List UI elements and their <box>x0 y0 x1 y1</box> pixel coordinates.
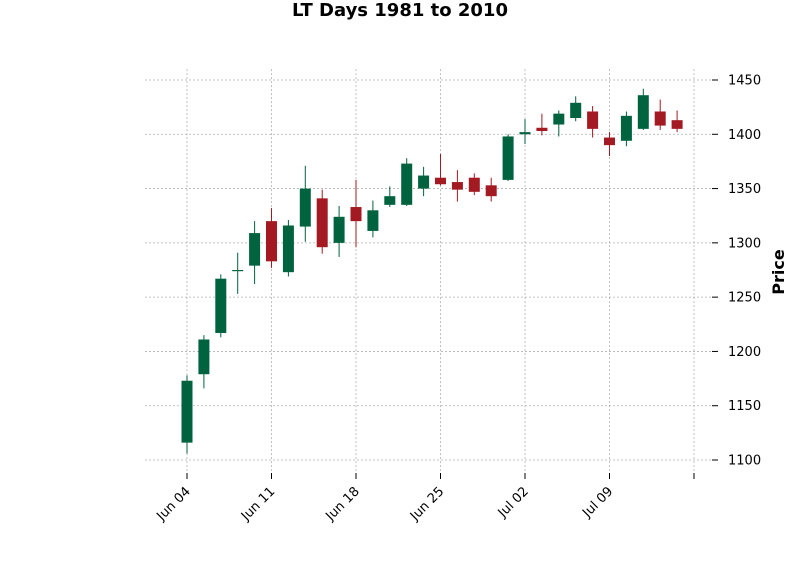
x-tick-label: Jun 11 <box>238 484 278 524</box>
x-tick-label: Jun 18 <box>323 484 363 524</box>
candle-body-up <box>502 136 514 180</box>
candle-body-up <box>249 233 261 266</box>
candle-body-up <box>620 115 632 141</box>
candle-body-up <box>553 113 565 125</box>
candle-body-down <box>604 137 615 146</box>
candle-body-up <box>181 380 193 443</box>
candle-body-up <box>198 339 210 375</box>
candle-body-down <box>316 198 328 248</box>
candle-body-up <box>637 95 649 129</box>
candle-body-down <box>587 111 599 129</box>
grid-layer <box>145 69 712 471</box>
candle-body-up <box>299 188 311 227</box>
candle-body-down <box>671 120 683 129</box>
candle-body-down <box>654 111 666 126</box>
x-tick-label: Jun 25 <box>407 484 447 524</box>
x-tick-label: Jul 09 <box>579 484 616 521</box>
y-axis-title: Price <box>769 249 788 295</box>
x-tick-label: Jul 02 <box>495 484 532 521</box>
candles-layer <box>181 88 683 454</box>
candle-body-up <box>367 210 379 231</box>
candle-body-down <box>468 177 480 192</box>
candle-body-up <box>384 196 396 205</box>
candle-body-down <box>536 127 548 132</box>
candle-body-up <box>519 132 531 135</box>
candle-body-up <box>418 175 430 189</box>
candle-body-up <box>282 225 294 273</box>
y-tick-label: 1350 <box>728 182 761 197</box>
candle-body-up <box>333 216 345 243</box>
y-tick-label: 1100 <box>728 454 761 469</box>
candle-body-down <box>350 207 362 222</box>
candle-body-up <box>215 278 227 333</box>
candle-body-down <box>485 185 497 197</box>
y-tick-label: 1200 <box>728 345 761 360</box>
candle-body-down <box>451 182 463 190</box>
candle-body-up <box>401 163 413 205</box>
x-tick-label: Jun 04 <box>154 484 194 524</box>
y-tick-label: 1250 <box>728 291 761 306</box>
y-tick-label: 1150 <box>728 399 761 414</box>
candle-body-up <box>570 102 582 118</box>
axis-layer: 1100 1150 1200 1250 1300 1350 1400 1450 Jun 04 Ju… <box>154 74 762 525</box>
y-tick-label: 1400 <box>728 128 761 143</box>
candle-body-up <box>232 270 244 272</box>
candle-body-down <box>266 221 277 262</box>
y-tick-label: 1300 <box>728 236 761 251</box>
candle-body-down <box>435 177 446 185</box>
chart-title: LT Days 1981 to 2010 <box>292 0 508 21</box>
y-tick-label: 1450 <box>728 74 761 89</box>
